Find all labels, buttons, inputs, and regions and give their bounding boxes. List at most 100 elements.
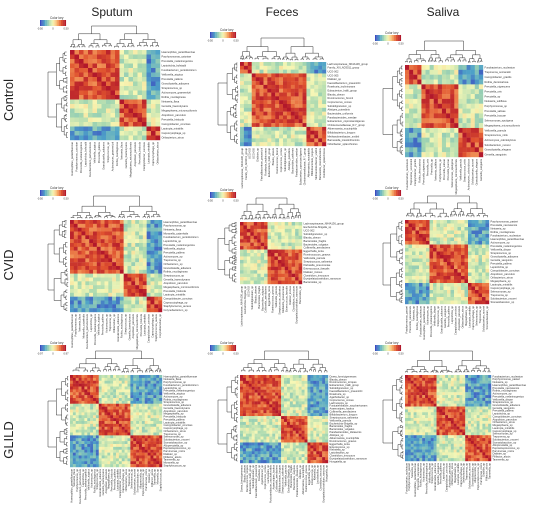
heatmap-cell <box>278 398 282 402</box>
heatmap-cell <box>128 108 134 114</box>
heatmap-cell <box>116 227 121 232</box>
heatmap-cell <box>478 276 483 280</box>
heatmap-cell <box>70 400 74 404</box>
heatmap-cell <box>433 69 439 75</box>
heatmap-cell <box>251 77 256 82</box>
heatmap-cell <box>304 377 308 382</box>
heatmap-cell <box>263 383 267 387</box>
heatmap-cell <box>482 227 486 231</box>
heatmap-cell <box>275 398 279 402</box>
heatmap-cell <box>294 73 299 78</box>
heatmap-cell <box>77 223 82 228</box>
heatmap-cell <box>478 69 484 75</box>
heatmap-cell <box>116 412 120 416</box>
heatmap-cell <box>302 130 307 135</box>
heatmap-cell <box>93 395 97 399</box>
heatmap-cell <box>310 92 315 97</box>
heatmap-cell <box>267 77 272 82</box>
heatmap-cell <box>470 84 475 90</box>
dendrogram-branch <box>234 63 237 71</box>
color-key-swatch <box>64 345 67 351</box>
heatmap-cell <box>288 259 292 264</box>
heatmap-cell <box>482 234 486 238</box>
dendrogram-branch <box>61 381 66 396</box>
heatmap-cell <box>90 375 94 379</box>
heatmap-cell <box>246 273 251 278</box>
dendrogram-branch <box>155 45 159 47</box>
heatmap-cell <box>153 375 157 379</box>
column-label: Prevotella_nanceiensis <box>408 305 412 332</box>
heatmap-cell <box>146 304 151 309</box>
heatmap-cell <box>101 131 107 136</box>
heatmap-cell <box>475 258 479 263</box>
dendrogram-branch <box>59 57 63 72</box>
dendrogram-branch <box>429 57 433 61</box>
heatmap-cell <box>85 304 90 309</box>
heatmap-cell <box>443 269 448 273</box>
heatmap-cell <box>274 280 279 285</box>
heatmap-cell <box>121 403 125 407</box>
heatmap-cell <box>422 251 427 256</box>
heatmap-cell <box>263 392 267 396</box>
color-key-swatch <box>232 192 234 198</box>
row-label: Odoribacter_splanchnicus <box>328 142 359 146</box>
heatmap-cell <box>478 142 484 148</box>
heatmap-cell <box>474 79 480 85</box>
heatmap-cell <box>107 452 111 456</box>
heatmap-cell <box>131 296 136 301</box>
heatmap-cell <box>139 452 143 456</box>
heatmap-cell <box>154 308 159 313</box>
dendrogram-branch <box>129 205 153 212</box>
row-label: Escherichia-Shigella_sp <box>304 225 332 229</box>
heatmap-cell <box>97 126 102 132</box>
heatmap-cell <box>318 69 323 74</box>
heatmap-cell <box>425 98 430 104</box>
heatmap-cell <box>291 232 296 236</box>
heatmap-cell <box>302 134 307 139</box>
heatmap-cell <box>466 98 471 104</box>
heatmap-cell <box>288 270 292 274</box>
dendrogram-branch <box>467 213 474 216</box>
color-key-swatch <box>390 190 392 196</box>
heatmap-cell <box>87 446 91 450</box>
heatmap-cell <box>139 438 143 442</box>
heatmap-cell <box>310 375 314 379</box>
heatmap-cell <box>294 123 299 128</box>
heatmap-cell <box>75 432 79 436</box>
row-label: Lautropia_mirabilis <box>164 293 186 297</box>
heatmap-cell <box>137 68 143 73</box>
heatmap-cell <box>302 104 307 109</box>
heatmap-cell <box>153 398 157 402</box>
heatmap-cell <box>104 386 108 390</box>
heatmap-cell <box>81 444 85 448</box>
heatmap-cell <box>89 269 94 274</box>
heatmap-cell <box>116 269 121 274</box>
heatmap-cell <box>96 262 101 267</box>
row-label: Actinomyces_sp <box>164 394 183 398</box>
heatmap-cell <box>159 409 163 413</box>
heatmap-cell <box>89 239 94 244</box>
heatmap-cell <box>81 377 85 381</box>
heatmap-cell <box>153 449 157 453</box>
column-label: Veillonella_atypica <box>93 141 97 163</box>
dendrogram-branch <box>217 82 228 126</box>
heatmap-cell <box>267 256 272 261</box>
heatmap-cell <box>150 458 154 462</box>
heatmap-cell <box>474 84 480 90</box>
heatmap-cell <box>318 111 323 116</box>
heatmap-cell <box>119 239 124 244</box>
column-label: Granulicatella_elegans <box>475 158 479 185</box>
color-key: Color key-0.97 0 0.97 <box>37 341 69 356</box>
heatmap-cell <box>108 243 113 248</box>
heatmap-cell <box>240 62 245 67</box>
heatmap-cell <box>288 273 292 278</box>
heatmap-cell <box>478 269 483 273</box>
heatmap-cell <box>133 86 138 91</box>
heatmap-cell <box>97 77 102 82</box>
heatmap-cell <box>454 118 459 124</box>
heatmap-cell <box>281 266 285 271</box>
heatmap-cell <box>454 297 458 301</box>
heatmap-cell <box>90 400 94 404</box>
heatmap-cell <box>104 395 108 399</box>
heatmap-cell <box>142 292 147 297</box>
